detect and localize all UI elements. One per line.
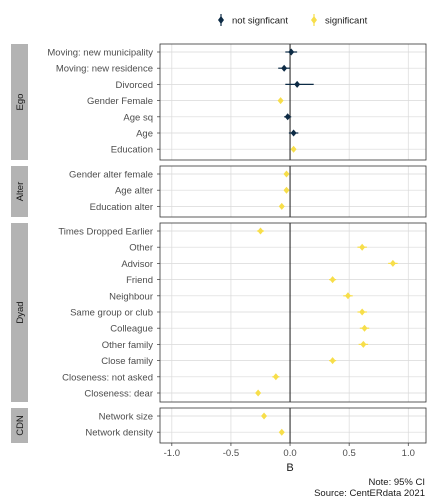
coefficient-point [288,48,295,56]
row-label: Network density [85,428,153,439]
caption-line: Source: CentERdata 2021 [314,488,425,499]
panel-border [159,407,427,444]
coefficient-point [255,389,262,397]
row-label: Other family [102,340,153,351]
row-label: Education [111,145,153,156]
row-label: Age sq [123,112,153,123]
x-axis-title: B [286,462,293,474]
row-label: Other [129,243,153,254]
panel-strip [11,166,28,217]
row-label: Age [136,129,153,140]
legend-key-marker [218,16,224,24]
panel-border [159,43,427,161]
coefficient-point [281,64,288,72]
panel-strip-label: CDN [15,415,26,436]
panel-border [159,165,427,218]
coefficient-point [272,373,279,381]
row-label: Gender Female [87,96,153,107]
coefficient-point [329,276,336,284]
coefficient-point [290,129,297,137]
coefficient-point [278,428,285,436]
coefficient-point [360,340,367,348]
row-label: Friend [126,275,153,286]
panel-strip-label: Ego [15,94,26,111]
row-label: Times Dropped Earlier [58,227,153,238]
row-label: Education alter [90,202,153,213]
legend-key-marker [311,16,317,24]
panel-strip [11,408,28,443]
panel-border [159,222,427,403]
row-label: Closeness: dear [84,389,153,400]
coefficient-point [257,227,264,235]
coefficient-point [359,243,366,251]
panel-strip [11,44,28,160]
panel-strip [11,223,28,402]
row-label: Close family [101,356,153,367]
row-label: Gender alter female [69,170,153,181]
legend-label: significant [325,16,368,27]
row-label: Divorced [116,80,154,91]
row-label: Colleague [110,324,153,335]
coefficient-point [261,412,268,420]
x-tick-label: 0.0 [283,448,296,459]
row-label: Age alter [115,186,153,197]
coefficient-point [359,308,366,316]
row-label: Advisor [121,259,153,270]
coefficient-point [283,186,290,194]
panel-strip-label: Dyad [15,301,26,323]
row-label: Same group or club [70,308,153,319]
coefficient-point [278,202,285,210]
x-tick-label: 0.5 [343,448,356,459]
x-tick-label: 1.0 [402,448,415,459]
coefficient-point [361,324,368,332]
coefficient-point [277,97,284,105]
coefficient-point [294,80,301,88]
legend-label: not signficant [232,16,288,27]
coefficient-point [389,259,396,267]
x-tick-label: -1.0 [164,448,180,459]
row-label: Network size [99,412,153,423]
coefficient-point [290,145,297,153]
row-label: Neighbour [109,291,153,302]
x-tick-label: -0.5 [223,448,239,459]
row-label: Moving: new residence [56,64,153,75]
row-label: Moving: new municipality [47,48,153,59]
panel-strip-label: Alter [15,182,26,202]
row-label: Closeness: not asked [62,372,153,383]
coefficient-point [284,113,291,121]
coefficient-point [283,170,290,178]
coefficient-point [329,357,336,365]
coefficient-point [344,292,351,300]
caption-line: Note: 95% CI [369,477,426,488]
